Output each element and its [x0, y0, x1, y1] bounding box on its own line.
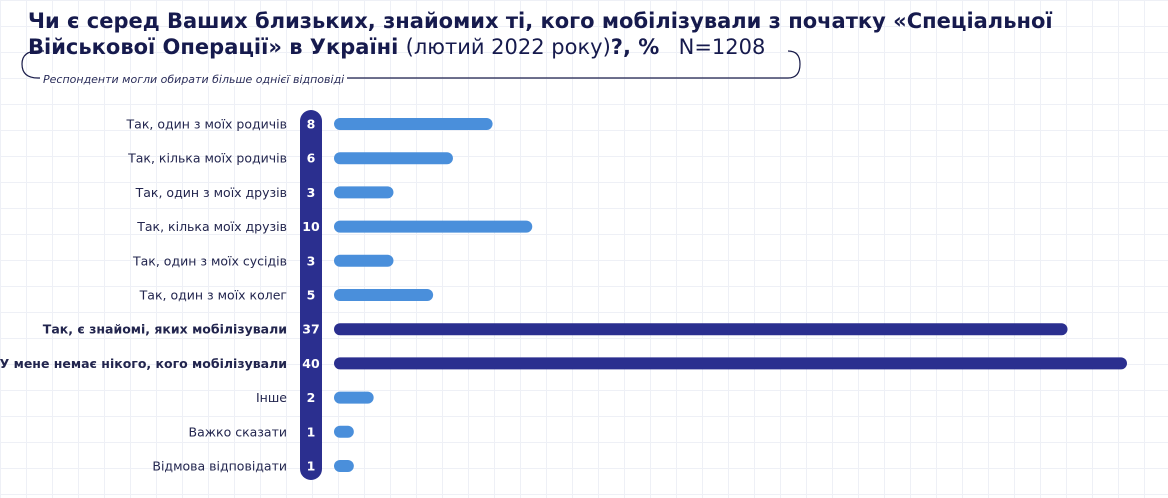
bar [334, 391, 374, 404]
value-label: 6 [307, 151, 316, 166]
category-label: У мене немає нікого, кого мобілізували [0, 356, 287, 371]
value-label: 3 [307, 253, 316, 268]
chart-subtitle: Респонденти могли обирати більше однієї … [40, 73, 348, 86]
value-label: 1 [307, 424, 316, 439]
title-line-2: Військової Операції» в Україні (лютий 20… [28, 34, 1148, 60]
bar [334, 220, 533, 233]
value-column-background [300, 110, 322, 480]
category-label: Так, один з моїх друзів [135, 185, 287, 200]
value-label: 5 [307, 288, 316, 303]
value-label: 37 [302, 322, 319, 337]
value-label: 3 [307, 185, 316, 200]
value-label: 10 [302, 219, 320, 234]
chart-title: Чи є серед Ваших близьких, знайомих ті, … [28, 8, 1148, 60]
bar [334, 425, 354, 438]
sample-size: N=1208 [678, 35, 766, 59]
value-label: 2 [307, 390, 316, 405]
category-label: Так, кілька моїх родичів [127, 151, 287, 166]
bar [334, 323, 1068, 336]
category-label: Інше [256, 390, 287, 405]
bars-layer: Так, один з моїх родичів 8 Так, кілька мої… [0, 117, 1127, 474]
value-label: 1 [307, 459, 316, 474]
title-date: (лютий 2022 року) [405, 35, 611, 59]
title-suffix: ?, % [610, 35, 660, 59]
title-line-1: Чи є серед Ваших близьких, знайомих ті, … [28, 9, 1053, 33]
category-label: Так, кілька моїх друзів [136, 219, 287, 234]
bar [334, 289, 434, 301]
bar [334, 460, 354, 472]
category-label: Відмова відповідати [152, 459, 287, 474]
value-label: 40 [302, 356, 320, 371]
bar [334, 254, 394, 267]
bar [334, 118, 493, 130]
category-label: Так, один з моїх родичів [126, 117, 287, 132]
value-label: 8 [307, 117, 316, 132]
bar [334, 186, 394, 199]
category-label: Так, один з моїх колег [139, 288, 287, 303]
bar [334, 152, 453, 165]
category-label: Так, є знайомі, яких мобілізували [43, 322, 287, 337]
category-label: Важко сказати [189, 424, 287, 439]
bar [334, 357, 1127, 370]
category-label: Так, один з моїх сусідів [132, 253, 287, 268]
title-line-2-bold: Військової Операції» в Україні [28, 35, 399, 59]
